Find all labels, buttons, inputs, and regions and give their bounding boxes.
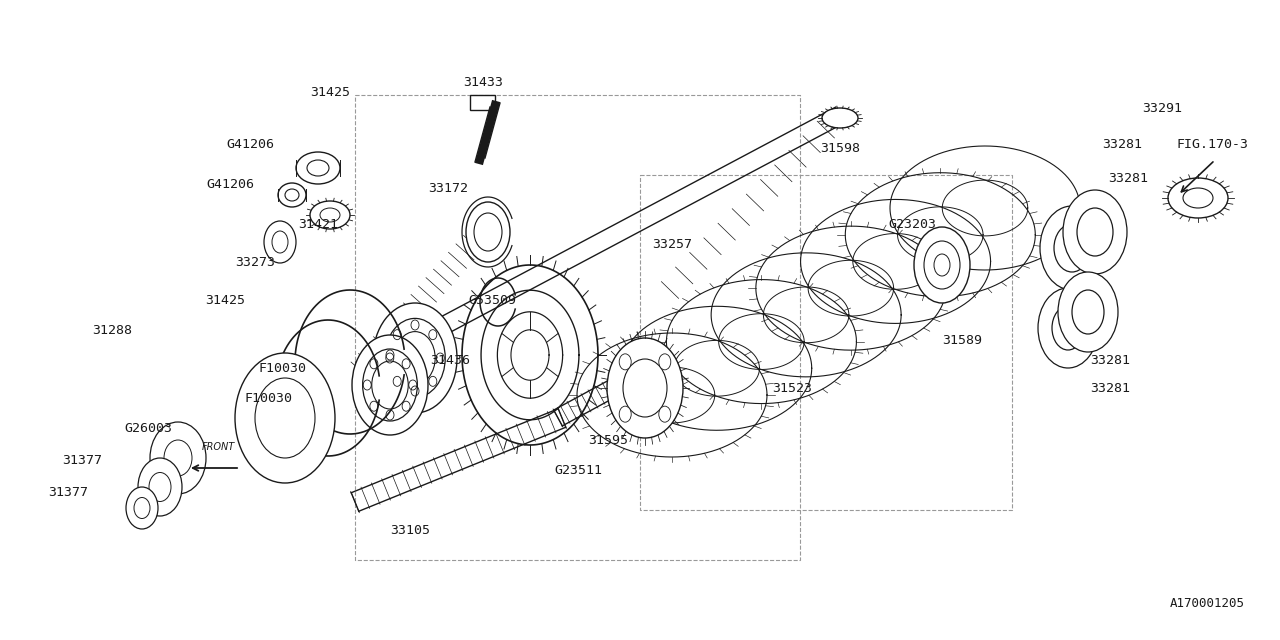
Text: A170001205: A170001205 [1170, 597, 1245, 610]
Ellipse shape [352, 335, 428, 435]
Ellipse shape [278, 183, 306, 207]
Ellipse shape [150, 422, 206, 494]
Text: 33291: 33291 [1142, 102, 1181, 115]
Ellipse shape [385, 318, 445, 397]
Ellipse shape [236, 353, 335, 483]
Text: G41206: G41206 [227, 138, 274, 152]
Text: FIG.170-3: FIG.170-3 [1176, 138, 1248, 152]
Ellipse shape [659, 354, 671, 370]
Text: 33273: 33273 [236, 255, 275, 269]
Text: 31377: 31377 [61, 454, 102, 467]
Text: 31595: 31595 [588, 433, 628, 447]
Ellipse shape [362, 349, 417, 421]
Ellipse shape [255, 378, 315, 458]
Ellipse shape [620, 354, 631, 370]
Ellipse shape [1062, 190, 1126, 274]
Text: 33172: 33172 [428, 182, 468, 195]
Text: 33257: 33257 [652, 239, 692, 252]
Ellipse shape [924, 241, 960, 289]
FancyBboxPatch shape [470, 95, 495, 110]
Ellipse shape [1059, 272, 1117, 352]
Text: 33281: 33281 [1091, 353, 1130, 367]
Text: G23511: G23511 [554, 463, 602, 477]
Ellipse shape [466, 202, 509, 262]
Ellipse shape [1183, 188, 1213, 208]
Text: 33281: 33281 [1091, 381, 1130, 394]
Ellipse shape [822, 108, 858, 128]
Text: 33281: 33281 [1102, 138, 1142, 152]
Ellipse shape [934, 254, 950, 276]
Text: 33281: 33281 [1108, 172, 1148, 184]
Text: 31433: 31433 [463, 76, 503, 88]
Ellipse shape [307, 160, 329, 176]
Text: G41206: G41206 [206, 179, 253, 191]
Ellipse shape [607, 338, 684, 438]
Text: 31589: 31589 [942, 333, 982, 346]
Text: 31421: 31421 [298, 218, 338, 232]
Ellipse shape [320, 208, 340, 222]
Ellipse shape [1169, 178, 1228, 218]
Text: 31425: 31425 [205, 294, 244, 307]
Ellipse shape [296, 152, 340, 184]
Ellipse shape [394, 332, 435, 385]
Text: F10030: F10030 [259, 362, 306, 374]
Text: 33105: 33105 [390, 524, 430, 536]
Ellipse shape [623, 359, 667, 417]
Ellipse shape [1052, 306, 1084, 350]
Text: 31436: 31436 [430, 353, 470, 367]
Text: F10030: F10030 [244, 392, 292, 404]
Text: 31288: 31288 [92, 323, 132, 337]
Text: 31377: 31377 [49, 486, 88, 499]
Ellipse shape [134, 497, 150, 518]
Text: G26003: G26003 [124, 422, 172, 435]
Ellipse shape [310, 201, 349, 229]
Ellipse shape [474, 213, 502, 251]
Ellipse shape [164, 440, 192, 476]
Ellipse shape [1039, 206, 1103, 290]
Ellipse shape [372, 303, 457, 413]
Ellipse shape [659, 406, 671, 422]
Ellipse shape [264, 221, 296, 263]
Text: 31425: 31425 [310, 86, 349, 99]
Text: G23203: G23203 [888, 218, 936, 232]
Text: FRONT: FRONT [201, 442, 234, 452]
Ellipse shape [1073, 290, 1103, 334]
Ellipse shape [1053, 224, 1091, 272]
Ellipse shape [138, 458, 182, 516]
Text: 31523: 31523 [772, 381, 812, 394]
Ellipse shape [914, 227, 970, 303]
Ellipse shape [1038, 288, 1098, 368]
Ellipse shape [371, 361, 408, 409]
Ellipse shape [285, 189, 300, 201]
Text: 31598: 31598 [820, 141, 860, 154]
Ellipse shape [273, 231, 288, 253]
Ellipse shape [620, 406, 631, 422]
Ellipse shape [1076, 208, 1114, 256]
Ellipse shape [148, 472, 172, 502]
Text: G53509: G53509 [468, 294, 516, 307]
Ellipse shape [125, 487, 157, 529]
